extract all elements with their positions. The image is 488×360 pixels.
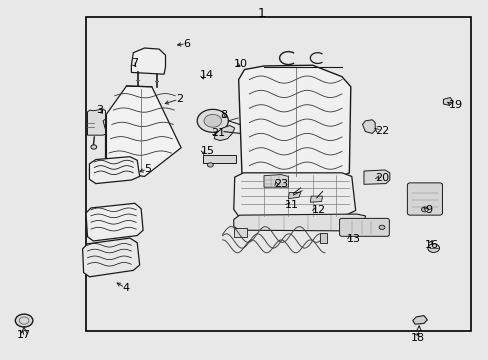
Text: 18: 18	[410, 333, 424, 343]
Text: 8: 8	[220, 111, 227, 121]
Text: 6: 6	[183, 39, 190, 49]
Text: 15: 15	[200, 146, 214, 156]
Bar	[86, 17, 470, 330]
Polygon shape	[264, 175, 288, 187]
Polygon shape	[288, 193, 300, 199]
Text: 2: 2	[176, 94, 183, 104]
Text: 14: 14	[199, 70, 213, 80]
Text: 5: 5	[144, 164, 151, 174]
Polygon shape	[238, 65, 350, 184]
Bar	[320, 233, 327, 243]
Circle shape	[421, 207, 427, 212]
Polygon shape	[105, 86, 181, 176]
Polygon shape	[86, 203, 143, 241]
Text: 17: 17	[17, 330, 31, 340]
Text: 1: 1	[257, 7, 265, 20]
Text: 16: 16	[425, 239, 438, 249]
Circle shape	[91, 145, 97, 149]
Circle shape	[197, 109, 228, 132]
Text: 13: 13	[346, 234, 360, 244]
Polygon shape	[362, 120, 374, 134]
FancyBboxPatch shape	[407, 183, 442, 215]
Polygon shape	[233, 214, 365, 231]
Text: 22: 22	[374, 126, 388, 135]
Polygon shape	[310, 196, 322, 202]
Polygon shape	[82, 238, 140, 277]
Polygon shape	[412, 316, 427, 324]
Text: 10: 10	[233, 59, 247, 69]
Circle shape	[378, 225, 384, 229]
Polygon shape	[363, 170, 389, 184]
Polygon shape	[443, 98, 452, 105]
Bar	[203, 155, 236, 163]
Text: 21: 21	[211, 129, 225, 138]
Text: 9: 9	[424, 206, 431, 216]
Polygon shape	[131, 48, 165, 74]
Text: 4: 4	[122, 283, 129, 293]
Text: 7: 7	[131, 58, 138, 68]
Text: 19: 19	[448, 100, 463, 110]
Circle shape	[207, 163, 213, 167]
Polygon shape	[87, 109, 105, 135]
Circle shape	[15, 314, 33, 327]
Text: 3: 3	[96, 105, 103, 115]
Text: 20: 20	[374, 173, 388, 183]
Polygon shape	[214, 126, 234, 140]
Circle shape	[427, 244, 439, 252]
Circle shape	[203, 114, 221, 127]
Text: 23: 23	[273, 179, 287, 189]
Bar	[233, 228, 247, 237]
Polygon shape	[233, 173, 355, 220]
Text: 12: 12	[311, 206, 325, 216]
Polygon shape	[89, 157, 140, 184]
Text: 11: 11	[285, 200, 298, 210]
FancyBboxPatch shape	[339, 219, 388, 236]
